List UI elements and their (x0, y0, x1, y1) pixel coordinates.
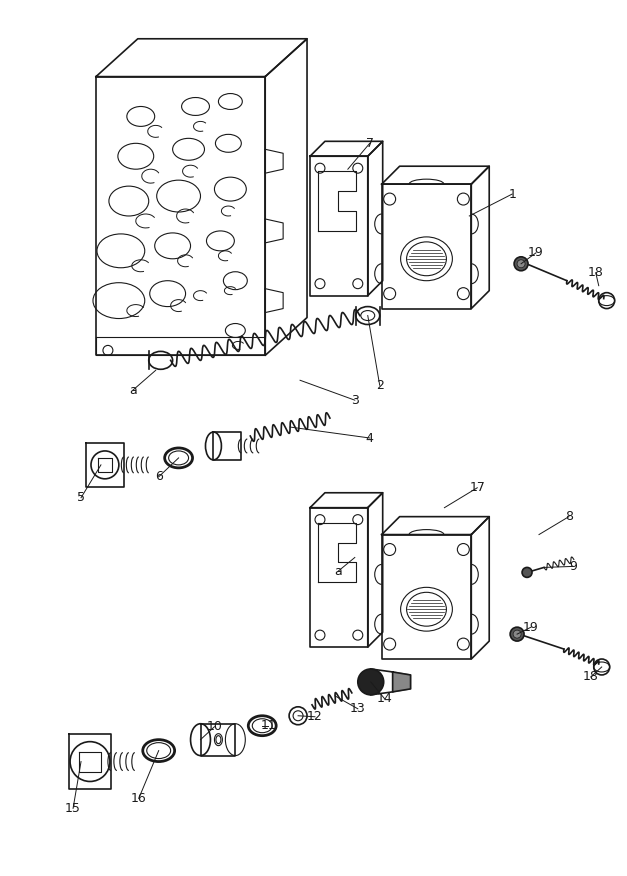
Text: 4: 4 (366, 432, 374, 444)
Text: 14: 14 (377, 692, 393, 705)
Text: 19: 19 (528, 246, 544, 259)
Circle shape (358, 669, 384, 695)
Text: 7: 7 (366, 137, 374, 150)
Text: 18: 18 (583, 670, 599, 683)
Text: 5: 5 (77, 491, 85, 505)
Text: 17: 17 (470, 481, 485, 494)
Circle shape (517, 260, 525, 268)
Text: a: a (334, 565, 342, 578)
Text: 10: 10 (206, 720, 223, 733)
Text: 11: 11 (260, 719, 276, 732)
Text: 18: 18 (587, 266, 604, 279)
Text: 13: 13 (350, 703, 366, 716)
Text: 8: 8 (565, 510, 573, 523)
Text: 19: 19 (523, 621, 539, 633)
Circle shape (522, 568, 532, 577)
Text: 1: 1 (508, 187, 516, 201)
Text: 6: 6 (155, 470, 162, 484)
Circle shape (510, 627, 524, 641)
Text: a: a (129, 384, 137, 397)
Text: 16: 16 (131, 792, 147, 805)
Circle shape (513, 630, 521, 638)
Text: 3: 3 (351, 393, 359, 406)
Text: 12: 12 (307, 710, 323, 724)
Polygon shape (393, 672, 411, 692)
Text: 9: 9 (569, 560, 577, 573)
Text: 2: 2 (376, 378, 384, 392)
Circle shape (514, 257, 528, 271)
Text: 15: 15 (65, 802, 81, 815)
